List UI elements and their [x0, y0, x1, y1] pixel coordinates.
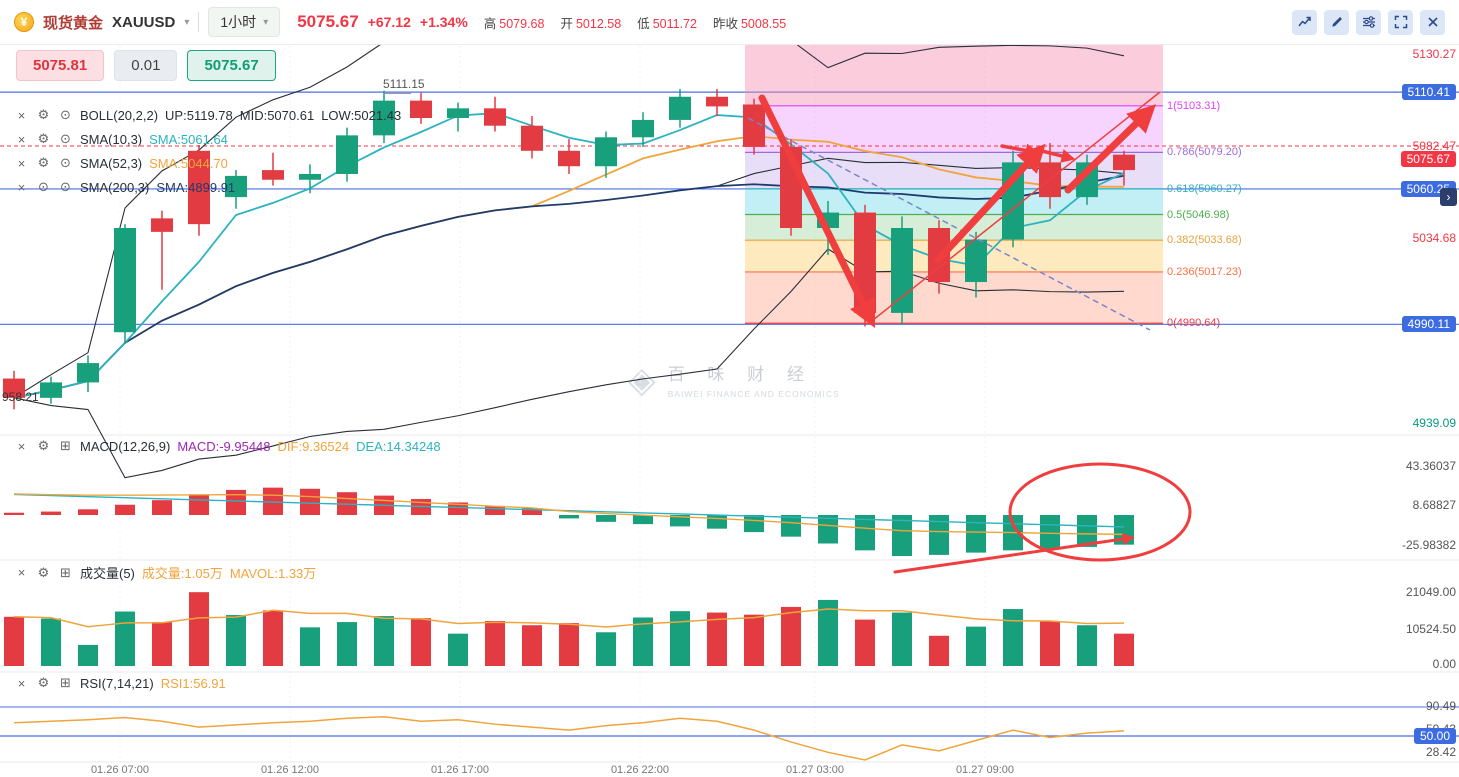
dea-value: DEA:14.34248 — [356, 438, 441, 454]
instrument-name: 现货黄金 — [43, 14, 104, 32]
panel-settings-icon[interactable]: ⚙ — [37, 564, 50, 580]
indicator-name: SMA(52,3) — [80, 155, 143, 171]
indicator-value: LOW:5021.43 — [321, 107, 402, 123]
gold-coin-icon: ¥ — [14, 12, 34, 32]
fullscreen-icon — [1394, 15, 1407, 29]
stat-open: 开 5012.58 — [560, 16, 622, 31]
high-price-marker: 5111.15 — [383, 77, 425, 94]
indicator-value: SMA:4899.91 — [156, 179, 236, 195]
buy-price-box[interactable]: 5075.67 — [187, 50, 276, 81]
indicator-value: MID:5070.61 — [239, 107, 315, 123]
panel-settings-icon[interactable]: ⚙ — [37, 675, 50, 690]
symbol-dropdown-caret[interactable]: ▾ — [184, 16, 190, 28]
legend-row-sma10: × ⚙ ⊙ SMA(10,3) SMA:5061.64 — [14, 127, 401, 151]
visibility-icon[interactable]: ⊙ — [60, 131, 71, 146]
indicator-settings-icon[interactable]: ⚙ — [37, 107, 50, 122]
rsi-value: RSI1:56.91 — [160, 675, 226, 691]
sell-price-box[interactable]: 5075.81 — [16, 50, 105, 81]
indicator-value: SMA:5061.64 — [149, 131, 228, 147]
indicator-name: SMA(200,3) — [80, 179, 150, 195]
indicator-settings-icon[interactable]: ⚙ — [37, 155, 50, 170]
legend-row-sma52: × ⚙ ⊙ SMA(52,3) SMA:5044.70 — [14, 151, 401, 175]
axis-collapse-button[interactable]: › — [1440, 188, 1457, 206]
indicator-settings-icon[interactable]: ⊙ — [38, 179, 49, 194]
spread-box[interactable]: 0.01 — [114, 50, 178, 81]
remove-panel-icon[interactable]: × — [17, 675, 26, 691]
add-panel-icon[interactable]: ⊞ — [60, 675, 71, 690]
rsi-panel-header: × ⚙ ⊞ RSI(7,14,21) RSI1:56.91 — [14, 675, 226, 691]
remove-indicator-icon[interactable]: × — [17, 131, 26, 147]
quote-boxes: 5075.81 0.01 5075.67 — [16, 50, 276, 81]
remove-panel-icon[interactable]: × — [17, 438, 26, 454]
indicator-name: SMA(10,3) — [80, 131, 143, 147]
remove-indicator-icon[interactable]: × — [17, 155, 26, 171]
toolbar — [1292, 9, 1445, 35]
sliders-icon — [1362, 16, 1375, 28]
watermark: ◈ 百 味 财 经 BAIWEI FINANCE AND ECONOMICS — [628, 360, 840, 399]
trend-arrow-icon — [1297, 16, 1311, 27]
divider — [198, 12, 200, 32]
legend-row-sma200: × ⊙ ⊙ SMA(200,3) SMA:4899.91 — [14, 175, 401, 199]
pencil-icon — [1331, 17, 1342, 27]
price-change: +67.12 — [367, 14, 411, 30]
timeframe-dropdown-caret: ▾ — [263, 16, 269, 28]
draw-button[interactable] — [1324, 9, 1349, 35]
timeframe-label: 1小时 — [220, 14, 257, 30]
add-panel-icon[interactable]: ⊞ — [60, 564, 71, 580]
last-price: 5075.67 — [297, 12, 359, 31]
watermark-text-en: BAIWEI FINANCE AND ECONOMICS — [667, 389, 840, 399]
symbol-name[interactable]: XAUUSD — [112, 13, 176, 31]
timeframe-selector[interactable]: 1小时 ▾ — [208, 7, 281, 37]
close-icon — [1427, 17, 1438, 27]
panel-title: 成交量(5) — [80, 566, 135, 581]
mavol-value: MAVOL:1.33万 — [229, 566, 317, 581]
fullscreen-button[interactable] — [1388, 9, 1413, 35]
dif-value: DIF:9.36524 — [277, 438, 350, 454]
indicator-legend: × ⚙ ⊙ BOLL(20,2,2) UP:5119.78 MID:5070.6… — [14, 103, 401, 199]
volume-panel-header: × ⚙ ⊞ 成交量(5) 成交量:1.05万 MAVOL:1.33万 — [14, 563, 317, 582]
panel-title: MACD(12,26,9) — [80, 438, 171, 454]
indicator-value: SMA:5044.70 — [149, 155, 228, 171]
macd-value: MACD:-9.95448 — [177, 438, 271, 454]
remove-panel-icon[interactable]: × — [17, 565, 26, 580]
indicators-button[interactable] — [1356, 9, 1381, 35]
stat-low: 低 5011.72 — [637, 16, 697, 31]
watermark-text-cn: 百 味 财 经 — [667, 365, 813, 384]
indicator-value: UP:5119.78 — [165, 107, 233, 123]
add-panel-icon[interactable]: ⊞ — [60, 438, 71, 453]
top-bar: ¥ 现货黄金 XAUUSD ▾ 1小时 ▾ 5075.67 +67.12 +1.… — [0, 0, 1459, 45]
left-price-label: 958.21 — [2, 390, 39, 404]
macd-panel-header: × ⚙ ⊞ MACD(12,26,9) MACD:-9.95448 DIF:9.… — [14, 438, 441, 454]
price-change-pct: +1.34% — [419, 14, 468, 30]
visibility-icon[interactable]: ⊙ — [60, 179, 71, 194]
stat-high: 高 5079.68 — [483, 16, 545, 31]
legend-row-boll: × ⚙ ⊙ BOLL(20,2,2) UP:5119.78 MID:5070.6… — [14, 103, 401, 127]
panel-title: RSI(7,14,21) — [80, 675, 154, 691]
remove-indicator-icon[interactable]: × — [17, 179, 26, 195]
visibility-icon[interactable]: ⊙ — [60, 155, 71, 170]
indicator-name: BOLL(20,2,2) — [80, 107, 159, 123]
panel-settings-icon[interactable]: ⚙ — [37, 438, 50, 453]
indicator-settings-icon[interactable]: ⚙ — [37, 131, 50, 146]
chart-compare-button[interactable] — [1292, 9, 1317, 35]
stat-prev-close: 昨收 5008.55 — [712, 16, 787, 31]
close-button[interactable] — [1420, 9, 1445, 35]
volume-value: 成交量:1.05万 — [141, 566, 223, 581]
visibility-icon[interactable]: ⊙ — [60, 107, 71, 122]
remove-indicator-icon[interactable]: × — [17, 107, 26, 123]
